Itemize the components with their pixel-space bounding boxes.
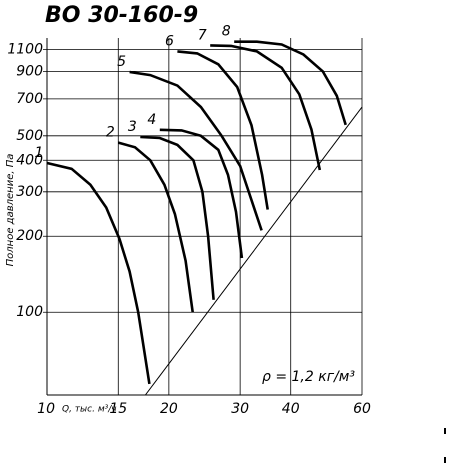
x-axis-label: Q, тыс. м³/ч <box>62 405 117 415</box>
curve-label: 6 <box>165 33 174 49</box>
x-tick-label: 40 <box>282 401 300 417</box>
y-axis-label: Полное давление, Па <box>5 154 16 267</box>
y-tick-label: 200 <box>16 228 43 244</box>
curve <box>210 44 322 171</box>
y-tick-label: 100 <box>16 304 43 320</box>
curve-label: 2 <box>106 125 115 141</box>
curve <box>140 135 215 300</box>
y-tick-label: 900 <box>16 63 43 79</box>
x-tick-label: 20 <box>160 401 178 417</box>
curve <box>159 128 244 259</box>
curve <box>234 40 347 126</box>
limit-line <box>144 106 363 396</box>
curve <box>129 70 263 231</box>
y-tick-label: 700 <box>16 91 43 107</box>
y-tick-label: 400 <box>16 152 43 168</box>
curve-label: 3 <box>128 119 137 135</box>
x-tick-label: 30 <box>231 401 249 417</box>
curve <box>177 50 269 210</box>
x-tick-label: 60 <box>353 401 371 417</box>
annotation: ρ = 1,2 кг/м³ <box>262 369 355 385</box>
x-tick-label: 15 <box>109 401 127 417</box>
curve-label: 4 <box>147 112 156 128</box>
curve-label: 5 <box>117 54 126 70</box>
y-tick-label: 300 <box>16 184 43 200</box>
curve <box>117 141 194 313</box>
y-tick-label: 500 <box>16 128 43 144</box>
curve-label: 1 <box>35 145 44 161</box>
curve <box>46 161 151 385</box>
x-tick-label: 10 <box>37 401 55 417</box>
curve-label: 7 <box>198 27 207 43</box>
y-tick-label: 1100 <box>7 41 43 57</box>
chart-title: ВО 30-160-9 <box>45 3 198 28</box>
curve-label: 8 <box>222 24 231 40</box>
